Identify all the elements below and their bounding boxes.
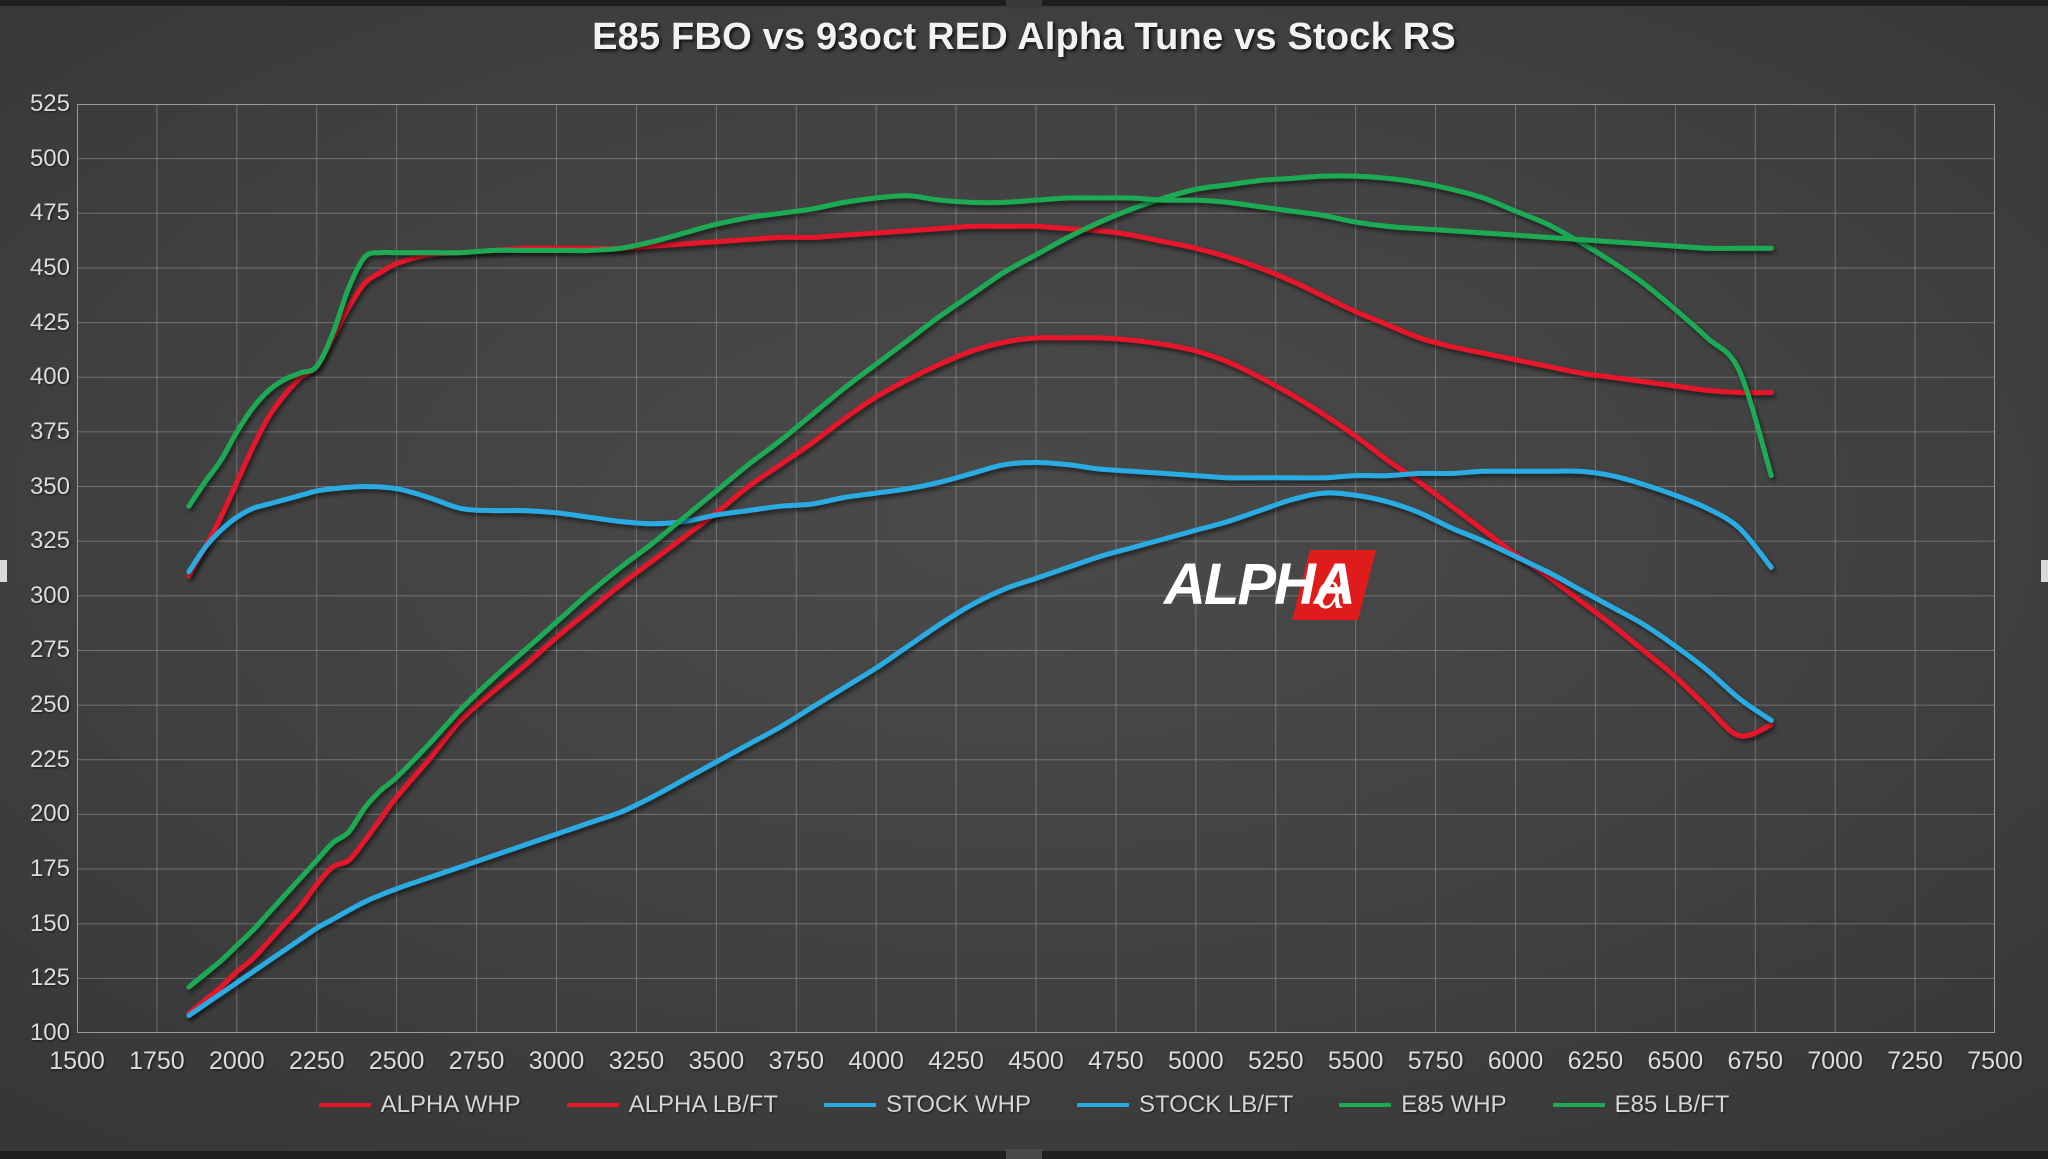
series-lines — [186, 173, 1774, 1019]
x-axis-tick-label: 2250 — [288, 1047, 345, 1075]
legend-color-swatch — [1076, 1103, 1129, 1107]
x-axis-tick-label: 7500 — [1967, 1047, 2023, 1075]
x-axis-tick-label: 4000 — [848, 1047, 904, 1075]
plot-border — [77, 104, 1995, 1033]
y-axis-tick-label: 400 — [29, 363, 70, 391]
top-notch-marker — [1006, 0, 1042, 9]
y-axis-tick-label: 450 — [29, 253, 70, 281]
x-axis-tick-label: 5750 — [1407, 1047, 1464, 1075]
bottom-notch-marker — [1006, 1149, 1042, 1159]
series-line-stock-lb-ft — [186, 459, 1774, 575]
x-axis-tick-label: 3750 — [768, 1047, 825, 1075]
legend-item-label: STOCK LB/FT — [1138, 1091, 1294, 1118]
y-axis-tick-label: 125 — [29, 964, 70, 992]
plot-area — [77, 104, 1995, 1033]
legend-item[interactable]: STOCK LB/FT — [1076, 1091, 1294, 1118]
x-axis-tick-label: 1500 — [49, 1047, 105, 1075]
y-axis-tick-label: 100 — [29, 1019, 70, 1046]
x-axis-tick-label: 3500 — [688, 1047, 745, 1075]
y-axis-tick-label: 275 — [29, 636, 70, 664]
x-axis-tick-label: 2000 — [209, 1047, 265, 1075]
x-axis-tick-label: 6250 — [1567, 1047, 1624, 1075]
x-axis-tick-label: 4750 — [1088, 1047, 1144, 1075]
grid-lines — [77, 104, 1995, 1033]
legend-color-swatch — [566, 1103, 619, 1107]
legend-item-label: E85 LB/FT — [1614, 1091, 1730, 1118]
series-line-e85-whp — [186, 173, 1774, 990]
y-axis-tick-label: 300 — [29, 581, 70, 609]
series-line-e85-lb-ft — [186, 193, 1774, 509]
x-axis-tick-label: 1750 — [129, 1047, 185, 1075]
y-axis-tick-label: 350 — [29, 472, 70, 500]
legend-item-label: ALPHA WHP — [380, 1091, 521, 1118]
left-edge-marker — [0, 560, 7, 582]
page-title: E85 FBO vs 93oct RED Alpha Tune vs Stock… — [592, 16, 1456, 58]
series-line-stock-whp — [186, 490, 1774, 1019]
legend-item[interactable]: ALPHA WHP — [318, 1091, 521, 1118]
y-axis-tick-label: 525 — [29, 90, 70, 117]
y-axis-tick-label: 250 — [29, 691, 70, 719]
legend-item[interactable]: E85 WHP — [1339, 1091, 1507, 1118]
x-axis-tick-label: 6750 — [1727, 1047, 1784, 1075]
legend-item[interactable]: STOCK WHP — [824, 1093, 1031, 1117]
y-axis: 100 125 150 175 200 225 250 275 300 325 350 375 400 4… — [0, 0, 70, 1159]
y-axis-tick-label: 325 — [29, 527, 70, 555]
y-axis-tick-label: 375 — [29, 417, 70, 445]
x-axis-tick-label: 6500 — [1647, 1047, 1704, 1075]
x-axis-tick-label: 7250 — [1887, 1047, 1943, 1075]
y-axis-tick-label: 200 — [29, 800, 70, 828]
y-axis-tick-label: 225 — [29, 745, 70, 773]
legend-color-swatch — [1339, 1103, 1392, 1107]
x-axis-tick-label: 3000 — [528, 1047, 585, 1075]
x-axis-tick-label: 4250 — [928, 1047, 984, 1075]
right-edge-marker — [2041, 560, 2048, 582]
y-axis-tick-label: 150 — [29, 909, 70, 937]
legend-color-swatch — [824, 1103, 877, 1107]
legend-item[interactable]: ALPHA LB/FT — [566, 1091, 779, 1118]
legend-item[interactable]: E85 LB/FT — [1552, 1091, 1730, 1118]
chart-legend: ALPHA WHP ALPHA LB/FT STOCK WHP STOCK LB/FT… — [0, 1093, 2048, 1117]
x-axis-tick-label: 5250 — [1247, 1047, 1304, 1075]
legend-item-label: ALPHA LB/FT — [628, 1091, 779, 1118]
legend-color-swatch — [1552, 1103, 1605, 1107]
plot-svg — [77, 104, 1995, 1033]
x-axis-tick-label: 7000 — [1807, 1047, 1863, 1075]
x-axis-tick-label: 4500 — [1008, 1047, 1064, 1075]
legend-color-swatch — [318, 1103, 371, 1107]
legend-item-label: E85 WHP — [1401, 1091, 1507, 1118]
y-axis-tick-label: 500 — [29, 144, 70, 172]
legend-item-label: STOCK WHP — [886, 1091, 1031, 1118]
x-axis-tick-label: 3250 — [608, 1047, 665, 1075]
y-axis-tick-label: 475 — [29, 199, 70, 227]
x-axis-tick-label: 2500 — [368, 1047, 425, 1075]
y-axis-tick-label: 175 — [29, 855, 70, 883]
series-line-alpha-lb-ft — [186, 223, 1774, 579]
x-axis-tick-label: 6000 — [1487, 1047, 1544, 1075]
x-axis-tick-label: 5000 — [1168, 1047, 1224, 1075]
series-line-alpha-whp — [186, 335, 1774, 1016]
y-axis-tick-label: 425 — [29, 308, 70, 336]
x-axis-tick-label: 2750 — [448, 1047, 505, 1075]
x-axis-tick-label: 5500 — [1327, 1047, 1384, 1075]
